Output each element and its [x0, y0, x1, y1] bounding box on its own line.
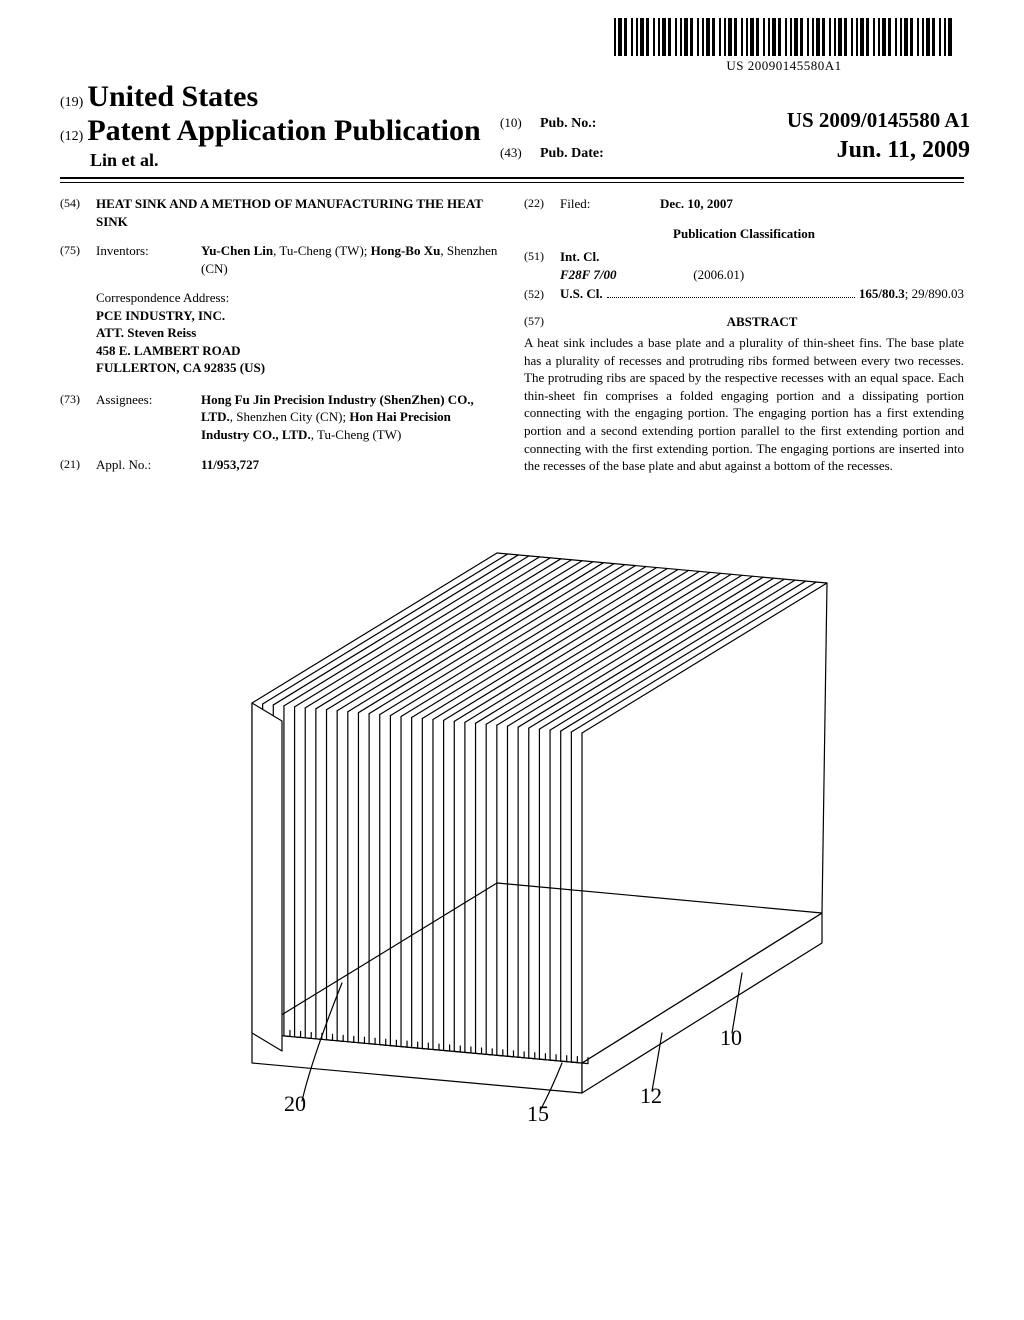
header: (19) United States (12) Patent Applicati… — [60, 80, 964, 171]
applno-label: Appl. No.: — [96, 456, 201, 474]
barcode-block: US 20090145580A1 — [614, 18, 954, 74]
intcl-block: Int. Cl. F28F 7/00 (2006.01) — [560, 248, 964, 283]
filed-value: Dec. 10, 2007 — [620, 195, 964, 213]
intcl-label: Int. Cl. — [560, 248, 964, 266]
code-12: (12) — [60, 129, 83, 144]
filed-label: Filed: — [560, 195, 620, 213]
abstract-text: A heat sink includes a base plate and a … — [524, 334, 964, 474]
code-75: (75) — [60, 242, 96, 277]
pubno-label: Pub. No.: — [540, 116, 596, 132]
code-21: (21) — [60, 456, 96, 474]
header-right: (10) Pub. No.: US 2009/0145580 A1 (43) P… — [500, 108, 970, 168]
patent-page: US 20090145580A1 (19) United States (12)… — [0, 0, 1024, 1320]
code-43: (43) — [500, 145, 540, 161]
ref-10: 10 — [720, 1025, 742, 1051]
inventors-label: Inventors: — [96, 242, 201, 277]
rule-thick — [60, 177, 964, 179]
ref-20: 20 — [284, 1091, 306, 1117]
left-column: (54) HEAT SINK AND A METHOD OF MANUFACTU… — [60, 195, 500, 485]
corr-line2: ATT. Steven Reiss — [96, 324, 500, 342]
figure-1: 20 15 12 10 — [162, 503, 862, 1123]
inventors-value: Yu-Chen Lin, Tu-Cheng (TW); Hong-Bo Xu, … — [201, 242, 500, 277]
dot-leader — [607, 287, 855, 298]
inventor-2-name: Hong-Bo Xu — [371, 243, 441, 258]
corr-line4: FULLERTON, CA 92835 (US) — [96, 359, 500, 377]
authors: Lin et al. — [90, 150, 481, 171]
pubdate-value: Jun. 11, 2009 — [837, 137, 970, 164]
assignees-label: Assignees: — [96, 391, 201, 444]
code-22: (22) — [524, 195, 560, 213]
code-19: (19) — [60, 95, 83, 110]
correspondence-address: Correspondence Address: PCE INDUSTRY, IN… — [96, 289, 500, 377]
country: United States — [87, 80, 258, 113]
uscl-value: 165/80.3 — [859, 285, 905, 303]
assignee-1-rest: , Shenzhen City (CN); — [230, 409, 350, 424]
right-column: (22) Filed: Dec. 10, 2007 Publication Cl… — [524, 195, 964, 485]
pubclass-heading: Publication Classification — [524, 225, 964, 243]
publication-type: Patent Application Publication — [87, 114, 480, 147]
heatsink-drawing — [162, 503, 862, 1123]
code-10: (10) — [500, 115, 540, 131]
pubno-value: US 2009/0145580 A1 — [787, 108, 970, 133]
code-51: (51) — [524, 248, 560, 283]
assignee-2-rest: , Tu-Cheng (TW) — [311, 427, 402, 442]
uscl-label: U.S. Cl. — [560, 285, 603, 303]
field-57: (57) ABSTRACT — [524, 313, 964, 331]
field-75: (75) Inventors: Yu-Chen Lin, Tu-Cheng (T… — [60, 242, 500, 277]
applno-value: 11/953,727 — [201, 456, 500, 474]
invention-title: HEAT SINK AND A METHOD OF MANUFACTURING … — [96, 195, 500, 230]
intcl-class: F28F 7/00 — [560, 266, 690, 284]
intcl-date: (2006.01) — [693, 267, 744, 282]
inventor-1-name: Yu-Chen Lin — [201, 243, 273, 258]
field-54: (54) HEAT SINK AND A METHOD OF MANUFACTU… — [60, 195, 500, 230]
abstract-heading: ABSTRACT — [560, 313, 964, 331]
biblio-columns: (54) HEAT SINK AND A METHOD OF MANUFACTU… — [60, 195, 964, 485]
ref-15: 15 — [527, 1101, 549, 1127]
ref-12: 12 — [640, 1083, 662, 1109]
field-22: (22) Filed: Dec. 10, 2007 — [524, 195, 964, 213]
pubdate-label: Pub. Date: — [540, 146, 604, 162]
field-21: (21) Appl. No.: 11/953,727 — [60, 456, 500, 474]
assignees-value: Hong Fu Jin Precision Industry (ShenZhen… — [201, 391, 500, 444]
code-54: (54) — [60, 195, 96, 230]
field-73: (73) Assignees: Hong Fu Jin Precision In… — [60, 391, 500, 444]
rule-thin — [60, 182, 964, 183]
code-73: (73) — [60, 391, 96, 444]
corr-line1: PCE INDUSTRY, INC. — [96, 307, 500, 325]
field-51: (51) Int. Cl. F28F 7/00 (2006.01) — [524, 248, 964, 283]
corr-heading: Correspondence Address: — [96, 289, 500, 307]
uscl-extra: ; 29/890.03 — [905, 285, 964, 303]
barcode-graphic — [614, 18, 954, 56]
barcode-text: US 20090145580A1 — [614, 58, 954, 74]
code-52: (52) — [524, 286, 560, 302]
corr-line3: 458 E. LAMBERT ROAD — [96, 342, 500, 360]
field-52: (52) U.S. Cl. 165/80.3 ; 29/890.03 — [524, 285, 964, 303]
code-57: (57) — [524, 313, 560, 331]
inventor-1-rest: , Tu-Cheng (TW); — [273, 243, 367, 258]
